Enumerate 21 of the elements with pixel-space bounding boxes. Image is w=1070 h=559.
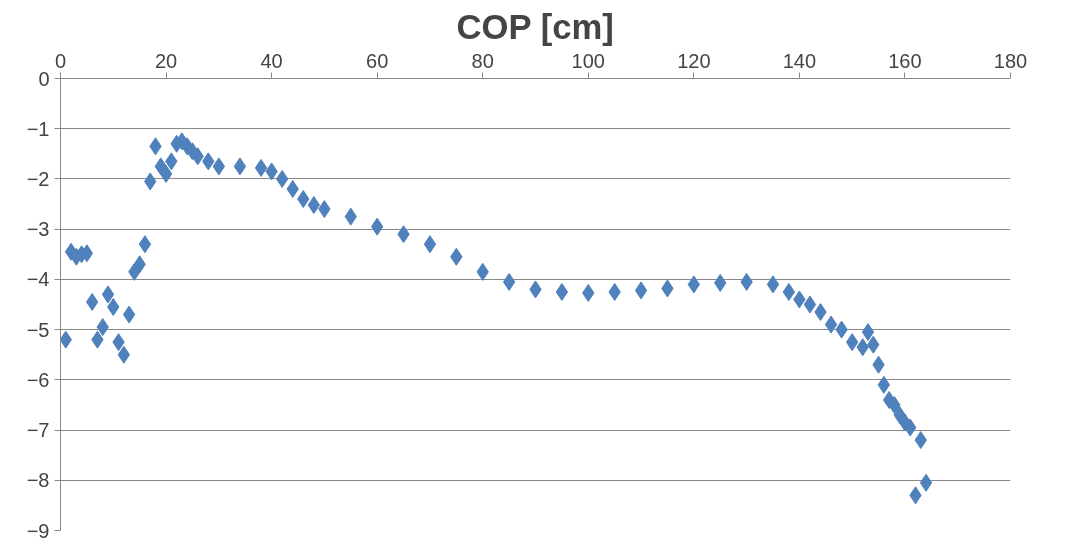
x-tick-label: 160 <box>888 49 922 72</box>
x-tick-label: 20 <box>154 49 178 72</box>
x-tick-label: 120 <box>677 49 711 72</box>
x-tick-label: 180 <box>993 49 1028 72</box>
y-tick-label: −5 <box>26 318 50 341</box>
y-tick-label: −7 <box>26 419 50 442</box>
y-tick-label: −6 <box>26 368 50 391</box>
y-tick-label: 0 <box>38 67 50 90</box>
chart-title: COP [cm] <box>456 7 614 46</box>
y-tick-label: −2 <box>26 167 50 190</box>
x-tick-label: 0 <box>54 49 67 72</box>
y-tick-label: −4 <box>26 268 50 291</box>
y-tick-label: −3 <box>26 218 50 241</box>
x-tick-label: 100 <box>571 49 605 72</box>
y-tick-label: −9 <box>26 519 50 542</box>
x-tick-label: 80 <box>471 49 494 72</box>
y-tick-label: −8 <box>26 469 50 492</box>
y-tick-label: −1 <box>26 117 50 140</box>
x-tick-label: 40 <box>260 49 283 72</box>
x-tick-label: 140 <box>782 49 817 72</box>
x-tick-label: 60 <box>366 49 389 72</box>
